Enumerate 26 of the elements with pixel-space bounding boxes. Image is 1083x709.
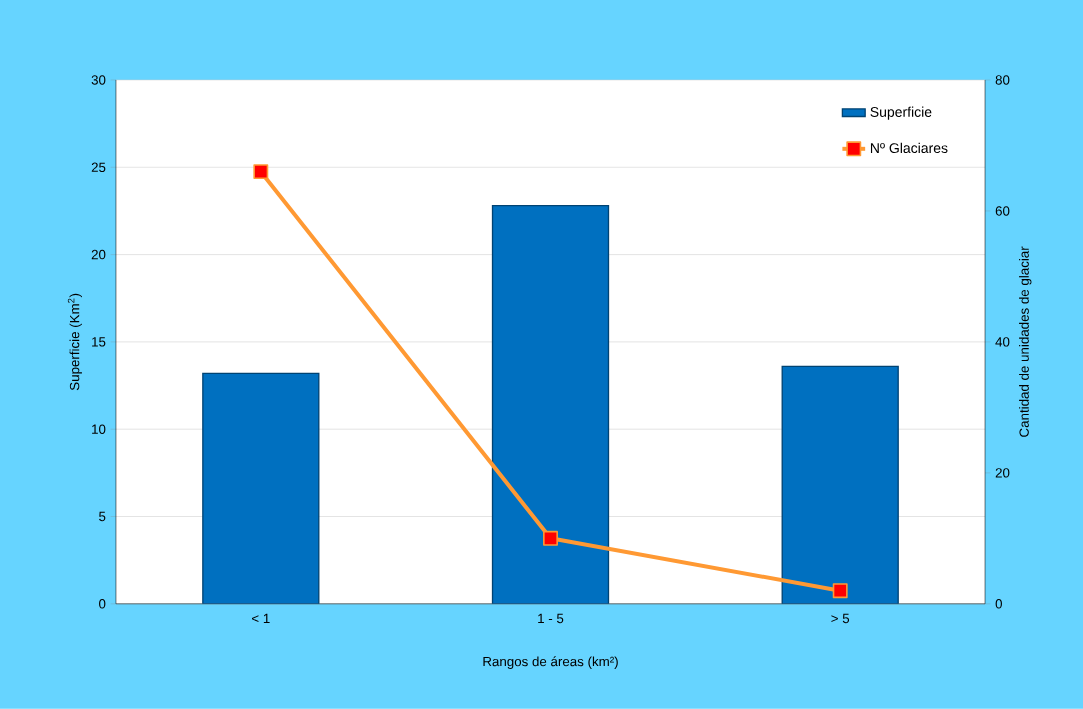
x-tick-label: > 5 (831, 613, 850, 624)
y2-tick-label: 20 (995, 468, 1010, 478)
y-tick-label: 5 (99, 511, 106, 522)
y-tick-label: 15 (92, 337, 106, 347)
point (253, 164, 269, 180)
bar (491, 205, 610, 604)
y2-tick-label: 40 (995, 337, 1010, 347)
y-axis-title: Superficie (Km$^{2}$) (67, 293, 82, 391)
y-tick-label: 30 (91, 75, 106, 85)
y2-axis-title: Cantidad de unidades de glaciar (1019, 246, 1032, 437)
point (832, 583, 848, 599)
legend-label: Nº Glaciares (870, 142, 948, 154)
x-tick-label: < 1 (252, 613, 270, 624)
bar (202, 372, 320, 604)
y2-tick-label: 80 (995, 75, 1010, 85)
point (543, 530, 558, 546)
y2-tick-label: 0 (995, 599, 1002, 609)
bar (781, 365, 899, 604)
x-tick-label: 1 - 5 (538, 613, 564, 624)
y-tick-label: 0 (99, 599, 106, 609)
y-tick-label: 25 (91, 162, 106, 173)
y-tick-label: 20 (91, 249, 106, 260)
legend-label: Superficie (870, 106, 932, 120)
x-axis-title: Rangos de áreas (km²) (483, 656, 618, 669)
y-tick-label: 10 (92, 424, 106, 435)
y2-tick-label: 60 (995, 206, 1010, 216)
